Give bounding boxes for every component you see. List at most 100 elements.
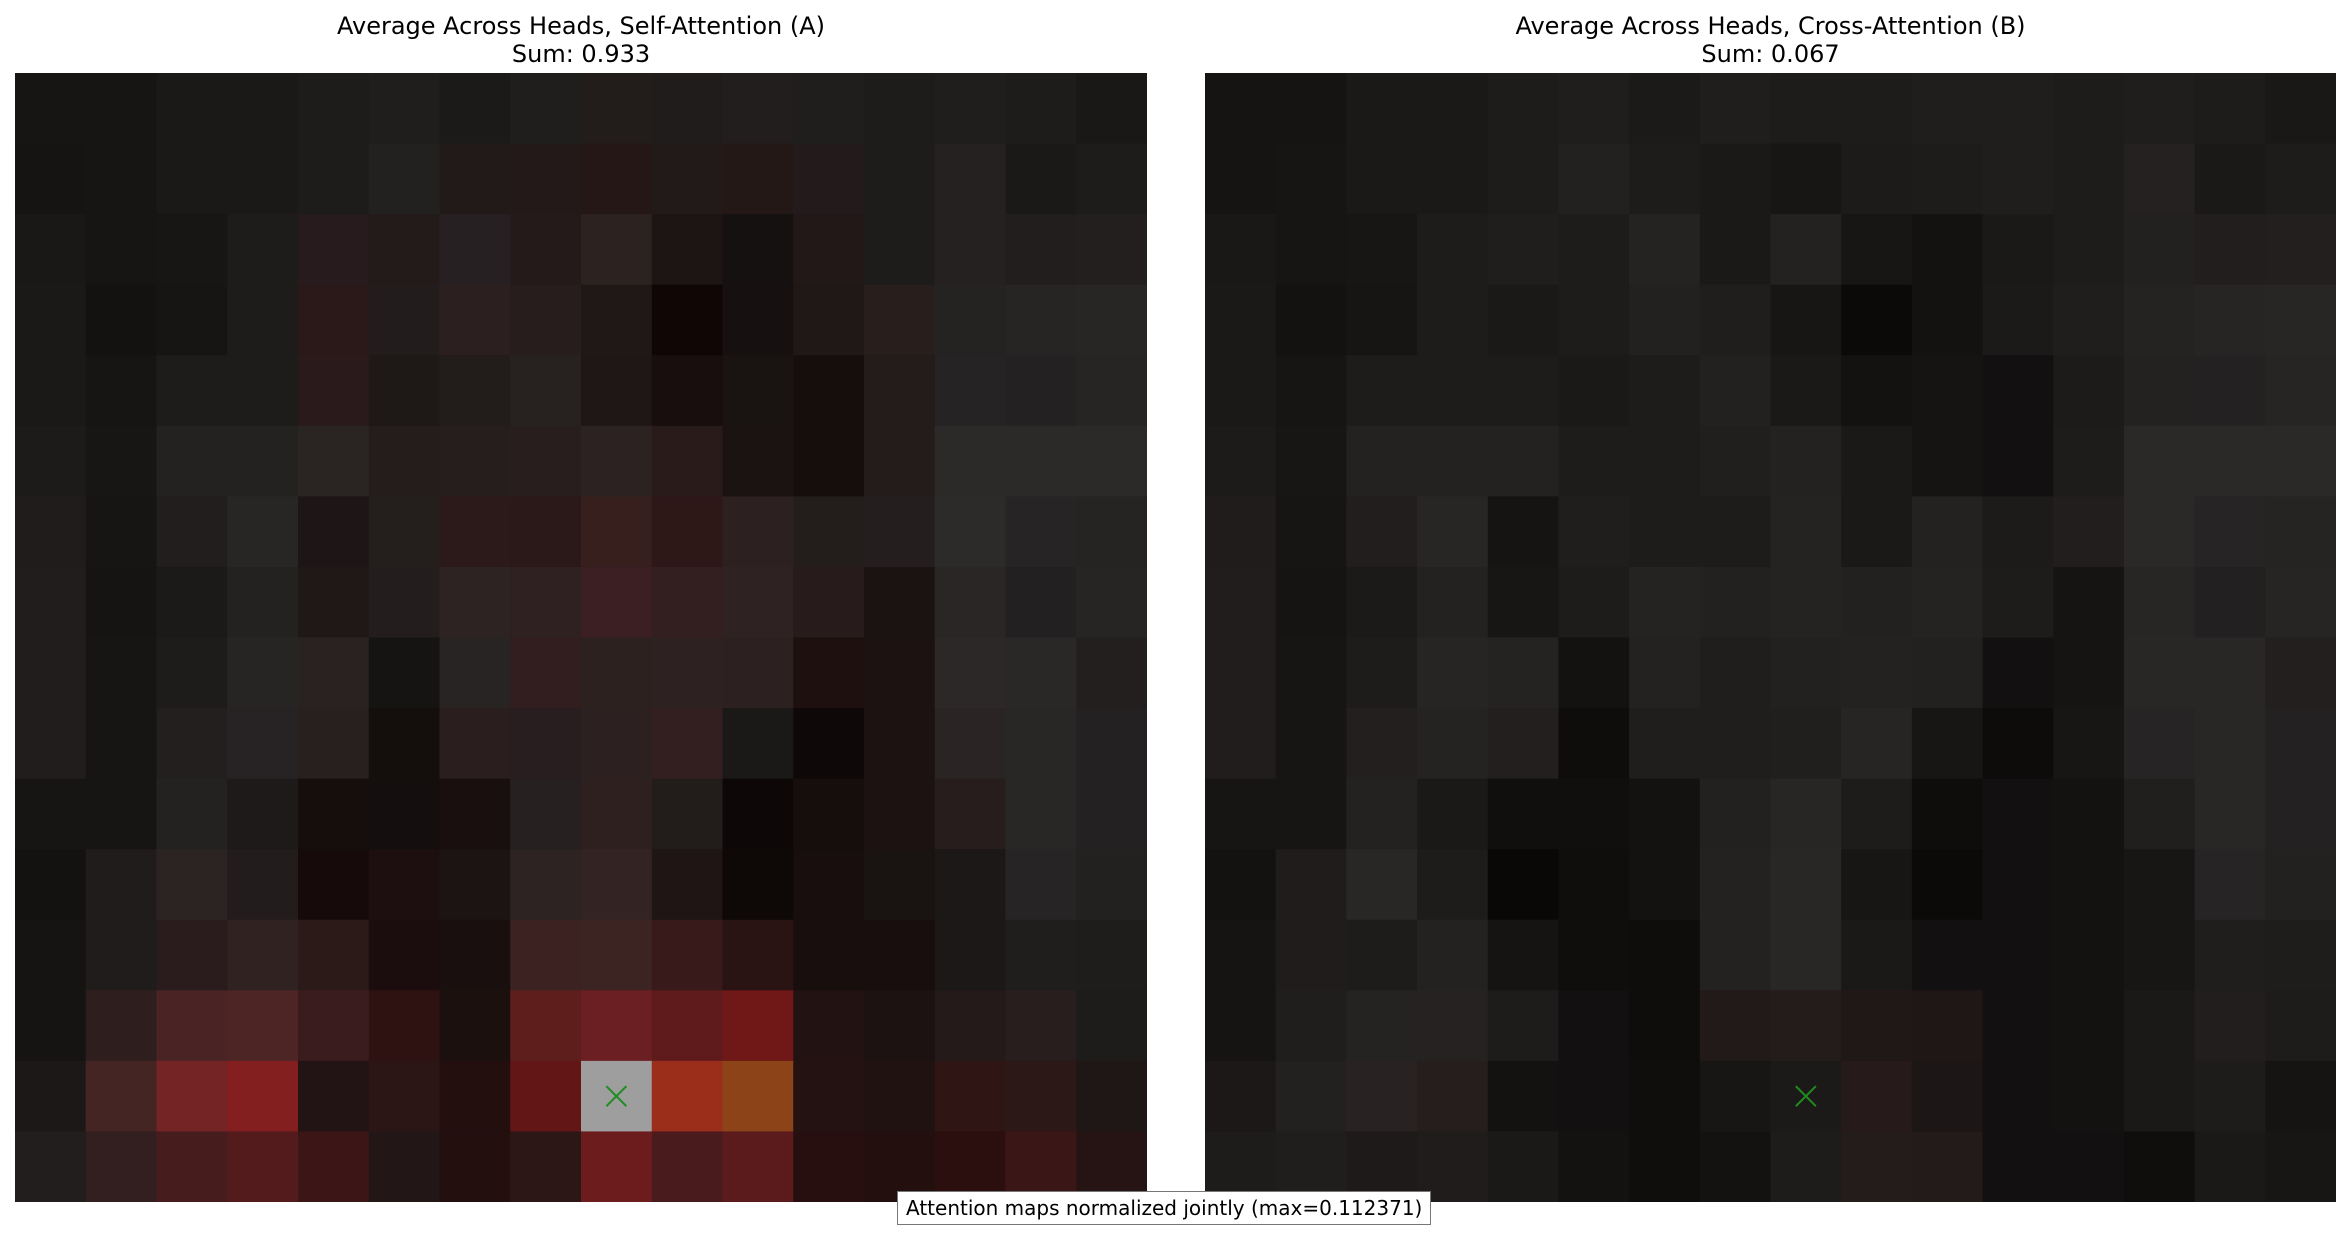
heatmap-cell xyxy=(2265,566,2336,639)
heatmap-cell xyxy=(15,73,87,145)
heatmap-cell xyxy=(2265,425,2336,497)
cross-attention-title: Average Across Heads, Cross-Attention (B… xyxy=(1515,12,2026,40)
heatmap-cell xyxy=(298,778,370,850)
heatmap-cell xyxy=(1005,919,1077,991)
heatmap-cell xyxy=(1417,778,1489,850)
query-position-marker xyxy=(605,1085,628,1107)
heatmap-cell xyxy=(510,919,582,991)
heatmap-cell xyxy=(298,919,370,991)
heatmap-cell xyxy=(227,355,299,427)
heatmap-cell xyxy=(1346,990,1418,1062)
heatmap-cell xyxy=(1558,849,1630,921)
heatmap-cell xyxy=(1005,1131,1077,1202)
heatmap-cell xyxy=(864,1060,936,1133)
heatmap-cell xyxy=(1558,990,1630,1062)
heatmap-cell xyxy=(85,1060,158,1133)
heatmap-cell xyxy=(793,919,865,991)
heatmap-cell xyxy=(1699,919,1772,991)
heatmap-cell xyxy=(2194,143,2266,215)
heatmap-cell xyxy=(1346,1131,1418,1202)
heatmap-cell xyxy=(1076,1131,1147,1202)
heatmap-cell xyxy=(1982,214,2054,286)
heatmap-cell xyxy=(227,143,299,215)
heatmap-cell xyxy=(864,990,936,1062)
heatmap-cell xyxy=(1417,143,1489,215)
heatmap-cell xyxy=(581,284,653,356)
heatmap-cell xyxy=(510,1131,582,1202)
heatmap-cell xyxy=(510,1060,582,1133)
heatmap-cell xyxy=(2265,778,2336,850)
heatmap-cell xyxy=(2265,919,2336,991)
heatmap-cell xyxy=(651,425,724,497)
heatmap-cell xyxy=(227,496,299,568)
heatmap-cell xyxy=(2053,1131,2125,1202)
heatmap-cell xyxy=(1629,566,1701,639)
heatmap-cell xyxy=(2194,496,2266,568)
heatmap-cell xyxy=(298,1131,370,1202)
heatmap-cell xyxy=(2053,778,2125,850)
heatmap-cell xyxy=(581,73,653,145)
heatmap-cell xyxy=(864,73,936,145)
heatmap-cell xyxy=(298,355,370,427)
heatmap-cell xyxy=(722,637,794,709)
heatmap-cell xyxy=(227,284,299,356)
heatmap-cell xyxy=(1629,919,1701,991)
heatmap-cell xyxy=(1346,1060,1418,1133)
heatmap-cell xyxy=(2053,849,2125,921)
heatmap-cell xyxy=(1346,637,1418,709)
heatmap-cell xyxy=(793,284,865,356)
heatmap-cell xyxy=(298,566,370,639)
heatmap-cell xyxy=(510,73,582,145)
heatmap-cell xyxy=(2194,73,2266,145)
heatmap-cell xyxy=(1699,355,1772,427)
heatmap-cell xyxy=(1205,73,1277,145)
heatmap-cell xyxy=(1205,1131,1277,1202)
heatmap-cell xyxy=(1770,637,1842,709)
heatmap-cell xyxy=(934,778,1007,850)
heatmap-cell xyxy=(1911,990,1984,1062)
heatmap-cell xyxy=(2194,1131,2266,1202)
heatmap-cell xyxy=(1911,849,1984,921)
heatmap-cell xyxy=(1841,708,1913,780)
heatmap-cell xyxy=(1417,566,1489,639)
heatmap-cell xyxy=(1699,637,1772,709)
heatmap-cell xyxy=(227,708,299,780)
heatmap-cell xyxy=(581,143,653,215)
heatmap-cell xyxy=(227,990,299,1062)
heatmap-cell xyxy=(156,284,228,356)
heatmap-cell xyxy=(298,637,370,709)
heatmap-cell xyxy=(1275,496,1347,568)
heatmap-cell xyxy=(1982,73,2054,145)
heatmap-cell xyxy=(934,496,1007,568)
heatmap-cell xyxy=(1841,1131,1913,1202)
heatmap-cell xyxy=(439,708,511,780)
heatmap-cell xyxy=(2194,778,2266,850)
heatmap-cell xyxy=(1205,990,1277,1062)
heatmap-cell xyxy=(298,214,370,286)
heatmap-cell xyxy=(85,284,158,356)
heatmap-cell xyxy=(15,1060,87,1133)
heatmap-cell xyxy=(1770,214,1842,286)
heatmap-cell xyxy=(1205,1060,1277,1133)
heatmap-cell xyxy=(1005,284,1077,356)
heatmap-cell xyxy=(2265,1060,2336,1133)
heatmap-cell xyxy=(1346,708,1418,780)
heatmap-cell xyxy=(1205,214,1277,286)
heatmap-cell xyxy=(1076,214,1147,286)
heatmap-cell xyxy=(368,284,441,356)
heatmap-cell xyxy=(510,778,582,850)
heatmap-cell xyxy=(15,919,87,991)
heatmap-cell xyxy=(1911,1060,1984,1133)
heatmap-cell xyxy=(1911,355,1984,427)
heatmap-cell xyxy=(793,355,865,427)
heatmap-cell xyxy=(1346,425,1418,497)
heatmap-cell xyxy=(934,143,1007,215)
heatmap-cell xyxy=(1005,990,1077,1062)
heatmap-cell xyxy=(85,355,158,427)
heatmap-cell xyxy=(227,73,299,145)
heatmap-cell xyxy=(1205,143,1277,215)
heatmap-cell xyxy=(1417,1131,1489,1202)
heatmap-cell xyxy=(510,990,582,1062)
heatmap-cell xyxy=(227,566,299,639)
heatmap-cell xyxy=(2123,425,2196,497)
